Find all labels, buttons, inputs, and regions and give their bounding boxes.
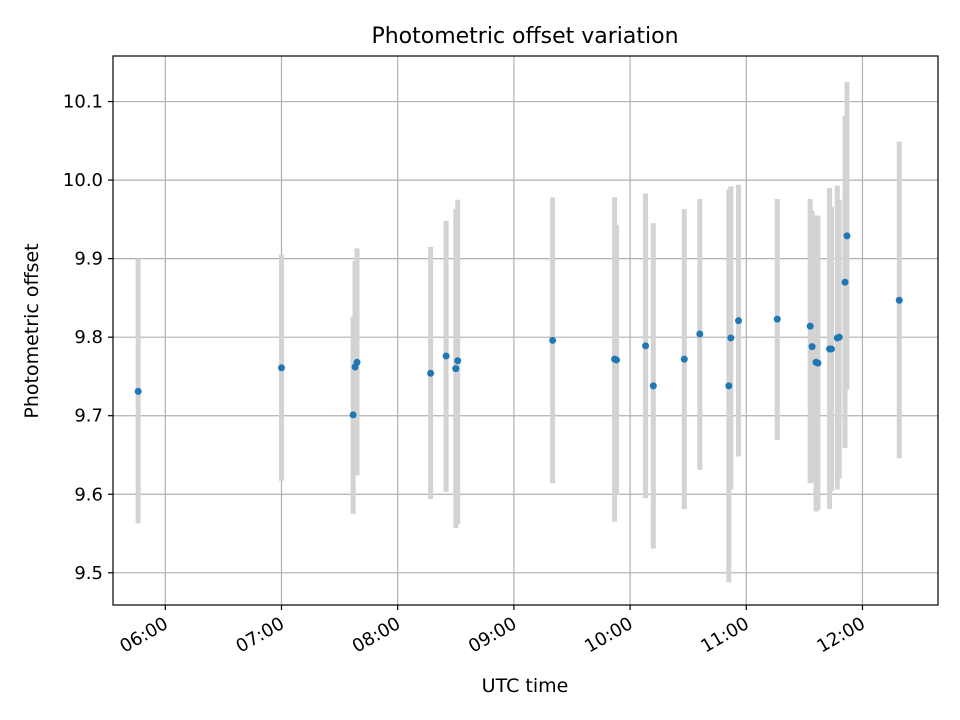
data-points xyxy=(134,232,903,419)
data-point xyxy=(442,352,450,360)
x-tick-label: 08:00 xyxy=(349,613,404,657)
data-point xyxy=(696,330,704,338)
data-point xyxy=(613,356,621,364)
x-tick-label: 07:00 xyxy=(233,613,288,657)
data-point xyxy=(680,355,688,363)
data-point xyxy=(727,334,735,342)
data-point xyxy=(895,296,903,304)
data-point xyxy=(349,411,357,419)
error-bars xyxy=(135,81,902,583)
grid xyxy=(113,56,938,605)
y-tick-label: 9.5 xyxy=(74,563,103,584)
data-point xyxy=(452,365,460,373)
data-point xyxy=(806,322,814,330)
data-point xyxy=(134,387,142,395)
data-point xyxy=(843,232,851,240)
data-point xyxy=(725,382,733,390)
x-tick-label: 12:00 xyxy=(814,613,869,657)
data-point xyxy=(454,357,462,365)
y-tick-label: 10.1 xyxy=(63,92,103,113)
y-tick-label: 10.0 xyxy=(63,170,103,191)
y-tick-label: 9.6 xyxy=(74,484,103,505)
data-point xyxy=(427,369,435,377)
x-tick-label: 09:00 xyxy=(465,613,520,657)
plot-frame xyxy=(112,55,939,606)
y-tick-label: 9.9 xyxy=(74,249,103,270)
data-point xyxy=(773,315,781,323)
data-point xyxy=(642,342,650,350)
data-point xyxy=(353,358,361,366)
y-axis-label: Photometric offset xyxy=(21,243,43,418)
data-point xyxy=(549,336,557,344)
x-tick-label: 10:00 xyxy=(581,613,636,657)
x-tick-label: 11:00 xyxy=(697,613,752,657)
x-axis-label: UTC time xyxy=(482,675,569,697)
data-point xyxy=(835,333,843,341)
data-point xyxy=(649,382,657,390)
y-tick-label: 9.8 xyxy=(74,327,103,348)
data-point xyxy=(841,278,849,286)
data-point xyxy=(277,364,285,372)
x-tick-label: 06:00 xyxy=(116,613,171,657)
y-tick-label: 9.7 xyxy=(74,406,103,427)
data-point xyxy=(735,317,743,325)
chart-title: Photometric offset variation xyxy=(371,24,678,49)
data-point xyxy=(827,345,835,353)
data-point xyxy=(814,359,822,367)
data-point xyxy=(808,343,816,351)
